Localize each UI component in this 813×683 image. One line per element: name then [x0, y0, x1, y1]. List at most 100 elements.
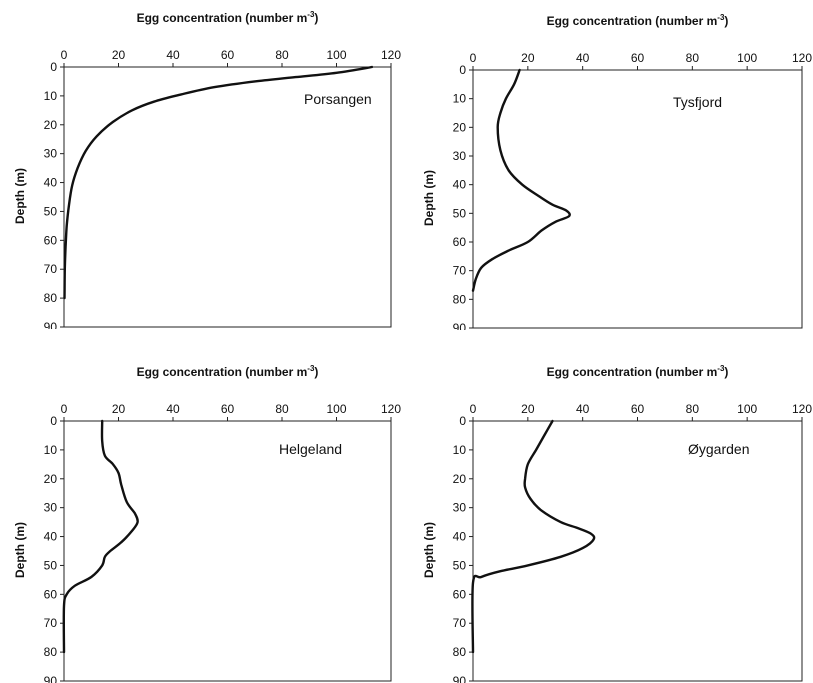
y-tick-label: 10	[44, 443, 58, 457]
x-axis-title: Egg concentration (number m-3)	[453, 364, 813, 379]
y-tick-label: 60	[453, 235, 467, 249]
y-tick-label: 20	[44, 118, 58, 132]
series-line	[63, 65, 374, 300]
x-tick-label: 60	[631, 51, 645, 65]
x-tick-label: 40	[166, 402, 180, 416]
y-tick-label: 30	[453, 501, 467, 515]
location-label: Øygarden	[688, 441, 750, 457]
depth-profile-chart: 0 20 40 60 80 100 120 0 10 20 30 40 50 60 70 80 90	[44, 48, 402, 329]
x-tick-label: 120	[381, 48, 401, 62]
x-axis-title-close: )	[724, 14, 729, 28]
x-tick-label: 40	[576, 51, 590, 65]
y-tick-label: 30	[44, 501, 58, 515]
x-tick-label: 20	[521, 402, 535, 416]
x-axis-title: Egg concentration (number m-3)	[453, 13, 813, 28]
x-axis-title-superscript: -3	[717, 13, 725, 22]
y-axis-title: Depth (m)	[13, 522, 27, 578]
y-tick-label: 40	[453, 530, 467, 544]
y-tick-label: 30	[453, 149, 467, 163]
y-tick-label: 30	[44, 147, 58, 161]
location-label: Porsangen	[304, 91, 372, 107]
x-tick-label: 60	[631, 402, 645, 416]
y-tick-label: 60	[44, 587, 58, 601]
y-tick-label: 40	[44, 530, 58, 544]
y-tick-label: 10	[44, 89, 58, 103]
y-tick-label: 70	[453, 264, 467, 278]
depth-profile-chart: 0 20 40 60 80 100 120 0 10 20 30 40 50 60 70 80 90	[453, 51, 813, 330]
x-axis-title-text: Egg concentration (number m	[136, 11, 308, 25]
x-axis-title: Egg concentration (number m-3)	[44, 364, 411, 379]
x-tick-label: 0	[61, 402, 68, 416]
y-tick-label: 80	[44, 645, 58, 659]
y-tick-label: 80	[453, 292, 467, 306]
y-tick-label: 50	[44, 204, 58, 218]
y-tick-label: 90	[44, 674, 58, 683]
y-tick-label: 60	[44, 233, 58, 247]
x-axis-title-superscript: -3	[307, 10, 315, 19]
y-tick-label: 70	[44, 616, 58, 630]
x-axis-title-text: Egg concentration (number m	[546, 365, 718, 379]
plot-frame	[472, 420, 803, 682]
plot-frame	[472, 69, 803, 329]
x-tick-label: 20	[521, 51, 535, 65]
depth-profile-chart: 0 20 40 60 80 100 120 0 10 20 30 40 50 60 70 80 90	[44, 402, 402, 683]
y-tick-label: 20	[453, 120, 467, 134]
x-axis-title-close: )	[724, 365, 729, 379]
plot-frame	[63, 420, 392, 682]
y-tick-label: 10	[453, 92, 467, 106]
x-axis-title-text: Egg concentration (number m	[136, 365, 308, 379]
x-tick-label: 100	[326, 402, 346, 416]
series-line	[471, 68, 571, 292]
x-tick-label: 80	[686, 402, 700, 416]
x-axis-title-text: Egg concentration (number m	[546, 14, 718, 28]
x-tick-label: 80	[275, 402, 289, 416]
x-axis-title-superscript: -3	[717, 364, 725, 373]
y-tick-label: 90	[453, 674, 467, 683]
y-tick-label: 0	[459, 63, 466, 77]
y-tick-label: 20	[44, 472, 58, 486]
y-tick-label: 10	[453, 443, 467, 457]
y-tick-label: 70	[44, 262, 58, 276]
x-tick-label: 60	[221, 48, 235, 62]
x-tick-label: 80	[686, 51, 700, 65]
location-label: Helgeland	[279, 441, 343, 457]
x-tick-label: 120	[792, 402, 812, 416]
y-tick-label: 60	[453, 587, 467, 601]
x-axis-title: Egg concentration (number m-3)	[44, 10, 411, 25]
y-tick-label: 50	[453, 206, 467, 220]
y-tick-label: 20	[453, 472, 467, 486]
x-tick-label: 40	[166, 48, 180, 62]
series-line	[62, 419, 139, 654]
x-axis-title-close: )	[314, 365, 319, 379]
y-tick-label: 0	[50, 60, 57, 74]
y-tick-label: 80	[44, 291, 58, 305]
x-tick-label: 120	[792, 51, 812, 65]
x-tick-label: 100	[737, 402, 757, 416]
y-tick-label: 50	[453, 558, 467, 572]
y-tick-label: 70	[453, 616, 467, 630]
x-axis-title-superscript: -3	[307, 364, 315, 373]
x-tick-label: 0	[470, 402, 477, 416]
location-label: Tysfjord	[673, 94, 723, 110]
x-tick-label: 20	[112, 48, 126, 62]
x-tick-label: 0	[470, 51, 477, 65]
x-tick-label: 60	[221, 402, 235, 416]
y-tick-label: 40	[453, 178, 467, 192]
y-tick-label: 50	[44, 558, 58, 572]
x-tick-label: 0	[61, 48, 68, 62]
y-axis-title: Depth (m)	[422, 522, 436, 578]
x-tick-label: 20	[112, 402, 126, 416]
x-axis-title-close: )	[314, 11, 319, 25]
y-axis-title: Depth (m)	[422, 170, 436, 226]
x-tick-label: 120	[381, 402, 401, 416]
y-tick-label: 40	[44, 176, 58, 190]
x-tick-label: 40	[576, 402, 590, 416]
y-tick-label: 90	[453, 321, 467, 330]
y-tick-label: 0	[459, 414, 466, 428]
x-tick-label: 80	[275, 48, 289, 62]
y-tick-label: 80	[453, 645, 467, 659]
x-tick-label: 100	[326, 48, 346, 62]
y-axis-title: Depth (m)	[13, 168, 27, 224]
y-tick-label: 0	[50, 414, 57, 428]
y-tick-label: 90	[44, 320, 58, 329]
